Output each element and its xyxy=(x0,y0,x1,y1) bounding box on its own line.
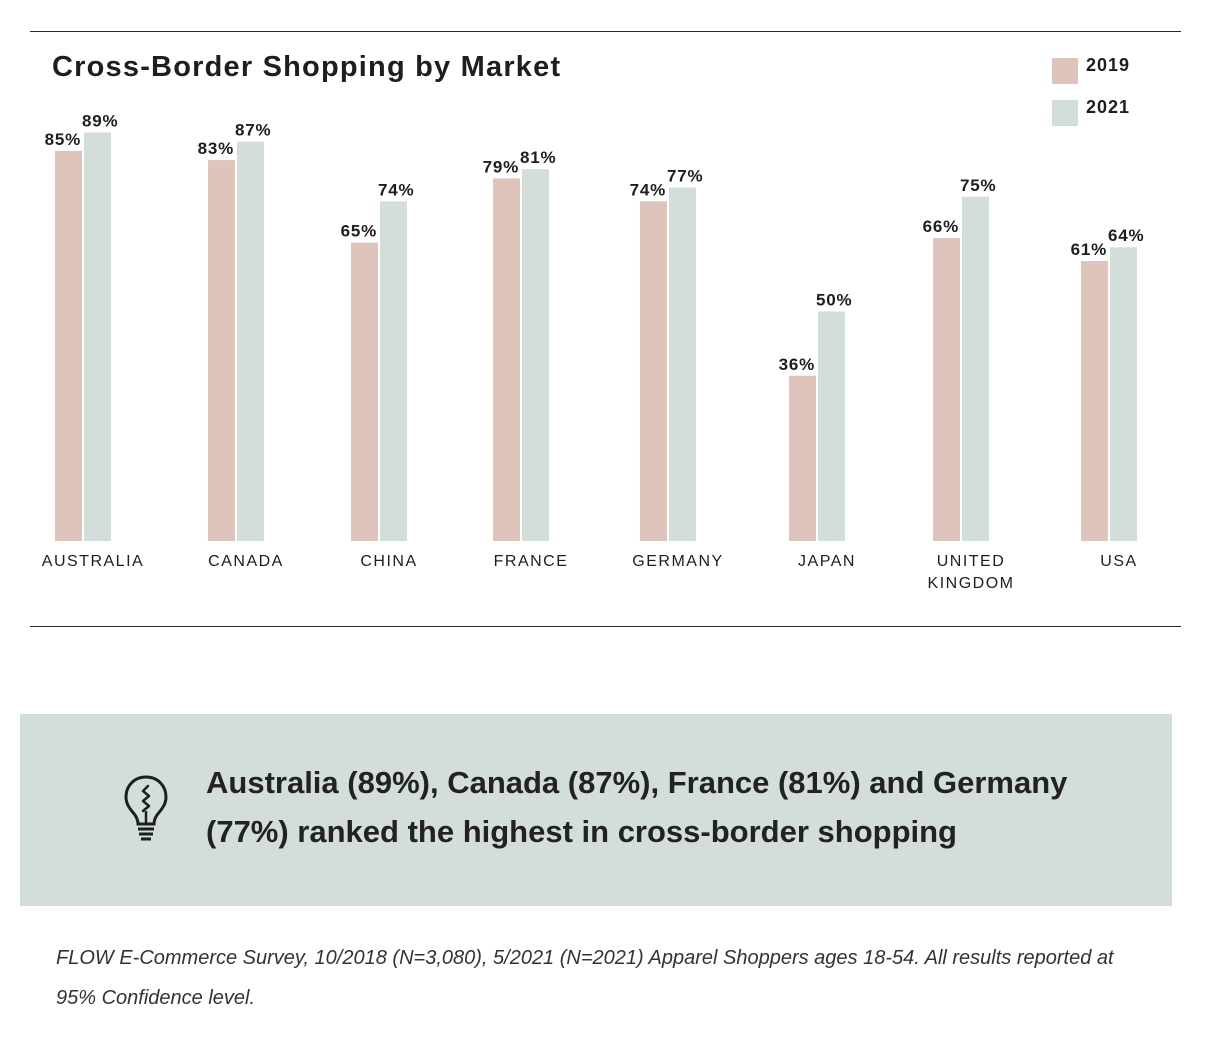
data-label-germany-2019: 74% xyxy=(630,180,666,199)
bar-japan-2019 xyxy=(789,375,816,541)
source-note: FLOW E-Commerce Survey, 10/2018 (N=3,080… xyxy=(56,947,1114,1009)
category-label-japan: JAPAN xyxy=(798,553,856,570)
callout-text: Australia (89%), Canada (87%), France (8… xyxy=(206,765,1068,849)
chart-title: Cross-Border Shopping by Market xyxy=(52,51,561,83)
bar-germany-2019 xyxy=(640,201,667,541)
data-label-canada-2021: 87% xyxy=(235,121,271,140)
data-label-japan-2021: 50% xyxy=(816,291,852,310)
data-label-france-2019: 79% xyxy=(483,157,519,176)
data-label-france-2021: 81% xyxy=(520,148,556,167)
category-label-united-kingdom-line2: KINGDOM xyxy=(928,575,1015,592)
category-label-usa: USA xyxy=(1100,553,1137,570)
data-label-germany-2021: 77% xyxy=(667,167,703,186)
bar-united-kingdom-2021 xyxy=(962,196,989,541)
bar-france-2019 xyxy=(493,178,520,541)
bar-usa-2021 xyxy=(1110,247,1137,542)
data-label-china-2019: 65% xyxy=(341,222,377,241)
legend-label-2021: 2021 xyxy=(1086,97,1130,117)
bar-chart: Cross-Border Shopping by Market 2019 2021 8… xyxy=(42,51,1144,592)
top-rule xyxy=(30,31,1181,32)
bar-china-2019 xyxy=(351,242,378,541)
legend-swatch-2019 xyxy=(1052,58,1078,84)
data-label-usa-2019: 61% xyxy=(1071,240,1107,259)
lightbulb-icon xyxy=(124,775,168,841)
data-label-united-kingdom-2021: 75% xyxy=(960,176,996,195)
insight-callout xyxy=(20,714,1172,906)
data-label-canada-2019: 83% xyxy=(198,139,234,158)
bar-germany-2021 xyxy=(669,187,696,541)
legend-swatch-2021 xyxy=(1052,100,1078,126)
data-label-australia-2021: 89% xyxy=(82,111,118,130)
bar-canada-2021 xyxy=(237,141,264,542)
bar-france-2021 xyxy=(522,169,549,541)
category-label-united-kingdom-line1: UNITED xyxy=(937,553,1006,570)
bar-united-kingdom-2019 xyxy=(933,238,960,541)
category-label-china: CHINA xyxy=(360,553,417,570)
category-label-canada: CANADA xyxy=(208,553,284,570)
bar-china-2021 xyxy=(380,201,407,541)
data-label-australia-2019: 85% xyxy=(45,130,81,149)
legend-label-2019: 2019 xyxy=(1086,55,1130,75)
category-label-germany: GERMANY xyxy=(632,553,723,570)
bottom-rule xyxy=(30,626,1181,627)
bar-canada-2019 xyxy=(208,160,235,541)
category-label-france: FRANCE xyxy=(494,553,569,570)
bar-usa-2019 xyxy=(1081,261,1108,541)
data-label-japan-2019: 36% xyxy=(779,355,815,374)
category-label-australia: AUSTRALIA xyxy=(42,553,144,570)
data-label-china-2021: 74% xyxy=(378,180,414,199)
data-label-united-kingdom-2019: 66% xyxy=(923,217,959,236)
data-label-usa-2021: 64% xyxy=(1108,226,1144,245)
bar-japan-2021 xyxy=(818,311,845,541)
bar-australia-2021 xyxy=(84,132,111,542)
bar-australia-2019 xyxy=(55,150,82,541)
